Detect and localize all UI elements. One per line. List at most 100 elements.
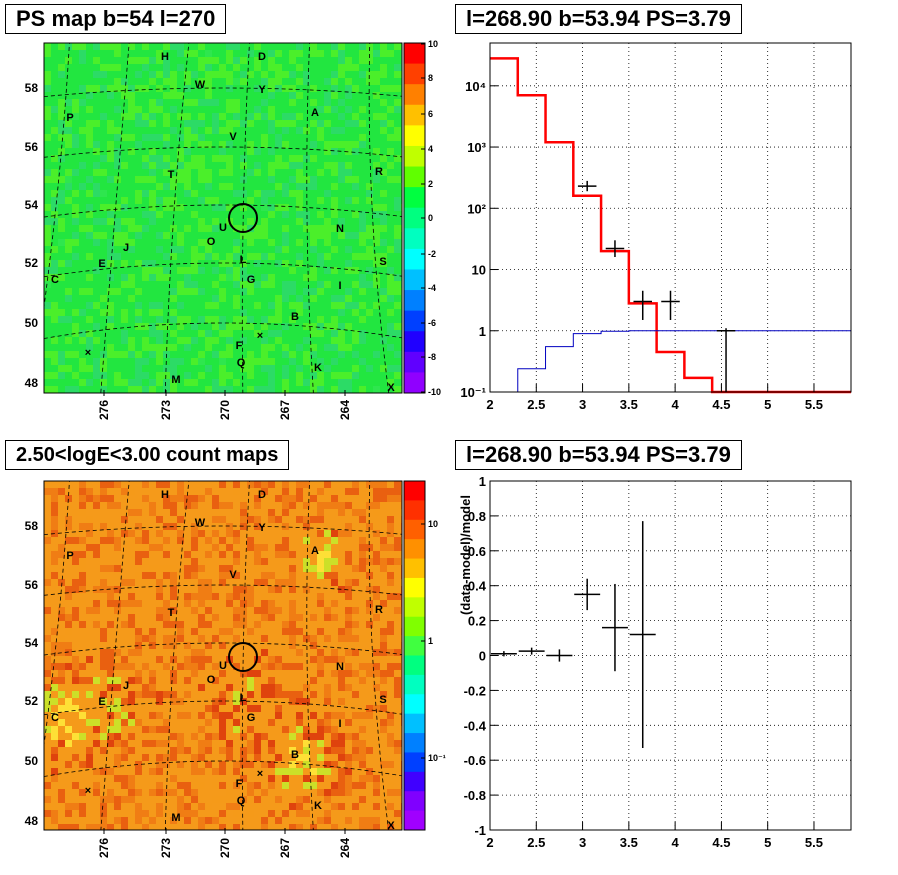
map-pixel [177, 239, 184, 246]
colorbar-swatch [404, 372, 425, 394]
y-tick-label: 10⁴ [465, 79, 486, 94]
map-pixel [310, 386, 317, 393]
map-pixel [212, 677, 219, 684]
map-pixel [58, 705, 65, 712]
map-pixel [310, 246, 317, 253]
map-pixel [135, 176, 142, 183]
map-pixel [317, 789, 324, 796]
map-pixel [86, 691, 93, 698]
map-pixel [317, 281, 324, 288]
map-pixel [107, 684, 114, 691]
map-pixel [114, 600, 121, 607]
map-pixel [338, 71, 345, 78]
map-pixel [135, 386, 142, 393]
map-pixel [366, 197, 373, 204]
map-pixel [184, 148, 191, 155]
map-pixel [114, 796, 121, 803]
map-pixel [254, 516, 261, 523]
source-label: I [338, 280, 341, 292]
map-pixel [366, 253, 373, 260]
map-pixel [135, 719, 142, 726]
map-pixel [107, 85, 114, 92]
map-pixel [261, 113, 268, 120]
map-pixel [170, 789, 177, 796]
map-pixel [226, 162, 233, 169]
map-pixel [338, 684, 345, 691]
map-pixel [380, 677, 387, 684]
map-pixel [331, 78, 338, 85]
map-pixel [345, 106, 352, 113]
map-pixel [44, 106, 51, 113]
map-pixel [184, 712, 191, 719]
map-pixel [149, 677, 156, 684]
source-label: J [123, 680, 129, 692]
map-pixel [93, 824, 100, 830]
map-pixel [156, 183, 163, 190]
map-pixel [100, 733, 107, 740]
map-pixel [86, 134, 93, 141]
source-label: X [387, 820, 395, 832]
map-pixel [345, 649, 352, 656]
map-pixel [275, 246, 282, 253]
map-pixel [345, 719, 352, 726]
map-pixel [51, 663, 58, 670]
map-pixel [345, 288, 352, 295]
map-pixel [107, 120, 114, 127]
map-pixel [142, 260, 149, 267]
source-label: J [123, 242, 129, 254]
map-pixel [366, 57, 373, 64]
map-pixel [268, 302, 275, 309]
map-pixel [247, 225, 254, 232]
map-pixel [310, 712, 317, 719]
map-pixel [233, 488, 240, 495]
map-pixel [247, 218, 254, 225]
map-pixel [317, 600, 324, 607]
map-pixel [247, 747, 254, 754]
map-pixel [142, 211, 149, 218]
map-pixel [149, 267, 156, 274]
map-pixel [352, 197, 359, 204]
map-pixel [254, 754, 261, 761]
map-pixel [345, 260, 352, 267]
map-pixel [51, 572, 58, 579]
map-pixel [72, 663, 79, 670]
map-pixel [254, 796, 261, 803]
map-pixel [387, 281, 394, 288]
map-pixel [93, 190, 100, 197]
map-pixel [79, 225, 86, 232]
map-pixel [289, 113, 296, 120]
map-pixel [163, 64, 170, 71]
map-pixel [212, 113, 219, 120]
map-pixel [366, 544, 373, 551]
map-pixel [198, 565, 205, 572]
map-pixel [331, 225, 338, 232]
map-pixel [219, 127, 226, 134]
map-pixel [296, 488, 303, 495]
map-pixel [366, 607, 373, 614]
map-pixel [226, 593, 233, 600]
map-pixel [205, 253, 212, 260]
map-pixel [380, 761, 387, 768]
map-pixel [303, 775, 310, 782]
map-pixel [345, 488, 352, 495]
map-pixel [240, 502, 247, 509]
map-pixel [100, 113, 107, 120]
map-pixel [219, 183, 226, 190]
map-pixel [212, 218, 219, 225]
map-pixel [345, 789, 352, 796]
map-pixel [128, 488, 135, 495]
residual-plot: 2 2.5 3 3.5 4 4.5 5 5.510.80.60.40.20-0.2-0.4-0… [458, 474, 852, 850]
map-pixel [149, 134, 156, 141]
map-pixel [149, 162, 156, 169]
map-pixel [142, 337, 149, 344]
map-pixel [198, 239, 205, 246]
map-pixel [247, 789, 254, 796]
map-pixel [303, 176, 310, 183]
source-label: G [247, 274, 256, 286]
map-pixel [219, 372, 226, 379]
map-pixel [338, 176, 345, 183]
map-pixel [254, 330, 261, 337]
lat-gridline [44, 584, 402, 596]
map-pixel [79, 495, 86, 502]
map-pixel [170, 782, 177, 789]
